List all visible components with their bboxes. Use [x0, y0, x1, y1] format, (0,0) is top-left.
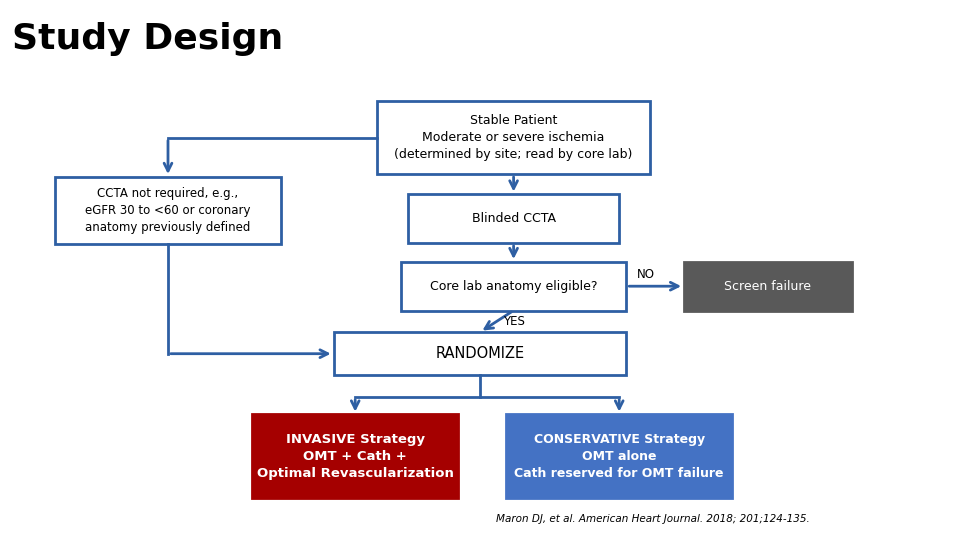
FancyBboxPatch shape	[507, 415, 732, 498]
Text: Blinded CCTA: Blinded CCTA	[471, 212, 556, 225]
Text: YES: YES	[503, 315, 524, 328]
FancyBboxPatch shape	[684, 262, 852, 310]
FancyBboxPatch shape	[55, 177, 280, 244]
Text: Screen failure: Screen failure	[725, 280, 811, 293]
Text: CONSERVATIVE Strategy
OMT alone
Cath reserved for OMT failure: CONSERVATIVE Strategy OMT alone Cath res…	[515, 433, 724, 480]
Text: CCTA not required, e.g.,
eGFR 30 to <60 or coronary
anatomy previously defined: CCTA not required, e.g., eGFR 30 to <60 …	[85, 187, 251, 234]
FancyBboxPatch shape	[252, 415, 459, 498]
Text: INVASIVE Strategy
OMT + Cath +
Optimal Revascularization: INVASIVE Strategy OMT + Cath + Optimal R…	[256, 433, 454, 480]
Text: NO: NO	[636, 268, 655, 281]
FancyBboxPatch shape	[408, 194, 619, 243]
Text: RANDOMIZE: RANDOMIZE	[436, 346, 524, 361]
FancyBboxPatch shape	[334, 332, 627, 375]
FancyBboxPatch shape	[377, 102, 651, 174]
Text: Core lab anatomy eligible?: Core lab anatomy eligible?	[430, 280, 597, 293]
Text: Maron DJ, et al. American Heart Journal. 2018; 201;124-135.: Maron DJ, et al. American Heart Journal.…	[496, 514, 809, 524]
FancyBboxPatch shape	[401, 262, 627, 310]
Text: Stable Patient
Moderate or severe ischemia
(determined by site; read by core lab: Stable Patient Moderate or severe ischem…	[395, 114, 633, 161]
Text: Study Design: Study Design	[12, 22, 284, 56]
